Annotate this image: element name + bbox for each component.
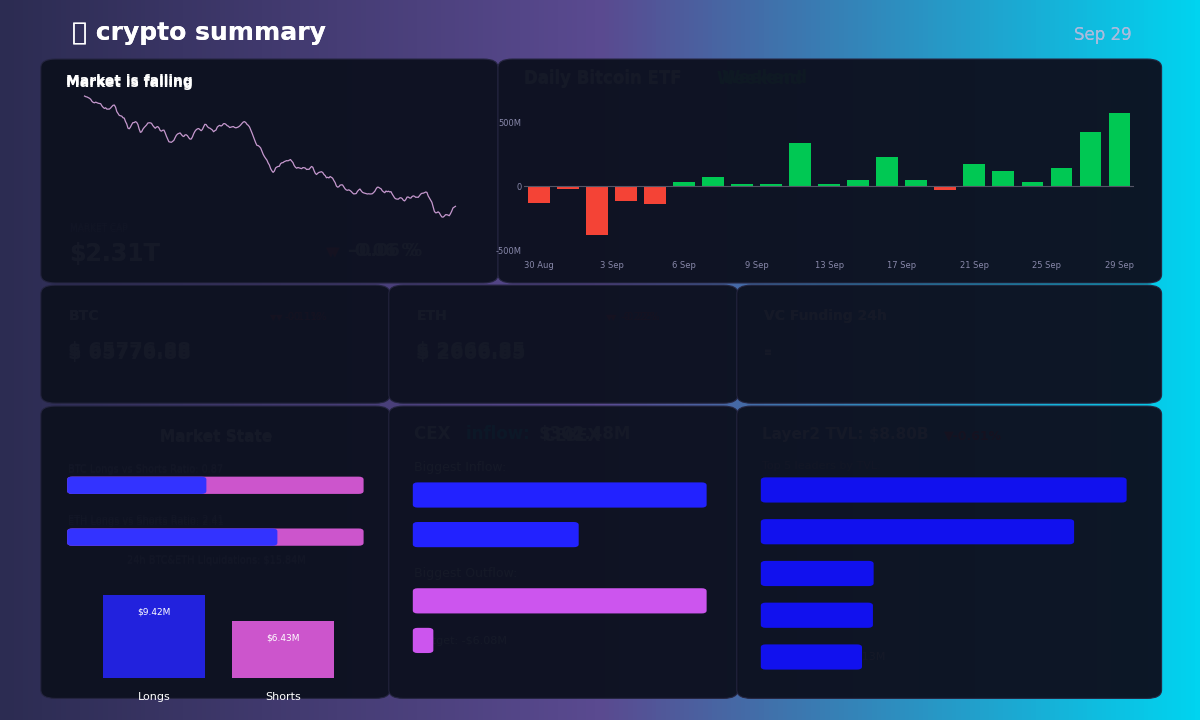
Bar xyxy=(702,177,724,186)
Bar xyxy=(992,171,1014,186)
Bar xyxy=(673,182,695,186)
Text: Daily Bitcoin ETF: Daily Bitcoin ETF xyxy=(524,69,688,87)
Text: MARKET CAP: MARKET CAP xyxy=(70,223,127,233)
Text: ETH Longs vs Shorts Ratio: 2.41: ETH Longs vs Shorts Ratio: 2.41 xyxy=(68,517,224,527)
Text: Market State: Market State xyxy=(160,430,272,445)
Text: Market is falling: Market is falling xyxy=(66,73,193,88)
Bar xyxy=(731,184,754,186)
Text: CEX: CEX xyxy=(542,427,586,445)
Text: $ 65776.88: $ 65776.88 xyxy=(68,344,191,364)
Text: $ 2666.85: $ 2666.85 xyxy=(416,341,526,360)
Text: Blast: $772.76M: Blast: $772.76M xyxy=(769,611,860,621)
Text: -0.06 %: -0.06 % xyxy=(352,242,421,260)
Text: Daily Bitcoin ETF: Daily Bitcoin ETF xyxy=(524,71,688,89)
Text: Top 5 leaders by TVL:: Top 5 leaders by TVL: xyxy=(762,462,881,472)
Text: Shorts: Shorts xyxy=(265,693,301,703)
Text: Optimism: $696.13M: Optimism: $696.13M xyxy=(769,652,886,662)
Text: Market is falling: Market is falling xyxy=(66,76,193,90)
Text: Weekend: Weekend xyxy=(716,71,803,89)
Text: -0.22%: -0.22% xyxy=(624,312,661,323)
Text: $ 65776.88: $ 65776.88 xyxy=(68,341,191,360)
Text: $2.31T: $2.31T xyxy=(70,242,161,266)
Bar xyxy=(761,184,782,186)
Bar xyxy=(644,186,666,204)
Bar xyxy=(876,157,898,186)
Text: ▼: ▼ xyxy=(276,312,282,322)
Text: -0.22%: -0.22% xyxy=(620,312,658,322)
Bar xyxy=(790,143,811,186)
Bar xyxy=(1080,132,1102,186)
Text: 24h BTC&ETH LIquidations: $15.84M: 24h BTC&ETH LIquidations: $15.84M xyxy=(127,557,305,567)
Text: ▼: ▼ xyxy=(330,246,340,258)
Text: VC Funding 24h: VC Funding 24h xyxy=(764,309,887,323)
Text: Biggest Inflow:: Biggest Inflow: xyxy=(414,461,506,474)
Bar xyxy=(1021,182,1043,186)
Text: $ 2666.85: $ 2666.85 xyxy=(416,344,526,364)
Text: Arbitrum: $2.56B: Arbitrum: $2.56B xyxy=(769,485,865,495)
Text: ETH: ETH xyxy=(416,310,448,323)
Text: 24h BTC&ETH LIquidations: $15.84M: 24h BTC&ETH LIquidations: $15.84M xyxy=(127,555,305,565)
Text: Longs: Longs xyxy=(138,693,170,703)
Bar xyxy=(818,184,840,186)
Text: ▼: ▼ xyxy=(610,313,616,323)
Text: ETH: ETH xyxy=(416,309,448,323)
Text: CEX: CEX xyxy=(414,426,456,444)
Bar xyxy=(557,186,578,189)
Text: $9.42M: $9.42M xyxy=(137,607,170,616)
Text: Market State: Market State xyxy=(160,428,272,444)
Text: ▼: ▼ xyxy=(270,313,276,323)
Text: Biggest Outflow:: Biggest Outflow: xyxy=(414,567,517,580)
Bar xyxy=(964,164,985,186)
Text: Sep 29: Sep 29 xyxy=(1074,26,1132,44)
Text: Scroll: $777.66M: Scroll: $777.66M xyxy=(769,569,863,579)
Bar xyxy=(1050,168,1073,186)
Text: Ⓢ crypto summary: Ⓢ crypto summary xyxy=(72,21,326,45)
Text: CEX: CEX xyxy=(564,427,606,445)
Bar xyxy=(906,180,928,186)
Bar xyxy=(1109,113,1130,186)
Text: Weekend: Weekend xyxy=(721,69,808,87)
Text: -: - xyxy=(764,341,773,360)
Text: ▼: ▼ xyxy=(326,246,336,258)
Text: -: - xyxy=(764,344,773,364)
Bar xyxy=(528,186,550,203)
Text: Bitget: -$6.08M: Bitget: -$6.08M xyxy=(421,636,508,646)
Text: ETH Longs vs Shorts Ratio: 2.41: ETH Longs vs Shorts Ratio: 2.41 xyxy=(68,516,224,526)
Text: Ⓢ crypto summary: Ⓢ crypto summary xyxy=(72,21,326,45)
Text: VC Funding 24h: VC Funding 24h xyxy=(764,310,887,323)
Text: Sep 29: Sep 29 xyxy=(1074,26,1132,44)
Text: $6.43M: $6.43M xyxy=(266,634,300,643)
Text: OKX: -$97.62M: OKX: -$97.62M xyxy=(421,596,504,606)
Bar xyxy=(847,180,869,186)
Text: Layer2 TVL: $8.80B: Layer2 TVL: $8.80B xyxy=(762,427,934,442)
Text: -0.11%: -0.11% xyxy=(290,312,328,322)
Text: ▼-0.61%: ▼-0.61% xyxy=(944,429,1002,442)
Text: BTC Longs vs Shorts Ratio: 0.87: BTC Longs vs Shorts Ratio: 0.87 xyxy=(68,464,223,474)
Bar xyxy=(586,186,608,235)
Text: -0.06 %: -0.06 % xyxy=(348,242,418,260)
Text: ▼: ▼ xyxy=(606,312,612,322)
Text: Base: $2.19B: Base: $2.19B xyxy=(769,527,842,537)
Text: $2.31T: $2.31T xyxy=(70,242,161,266)
Bar xyxy=(103,595,205,678)
Text: MARKET CAP: MARKET CAP xyxy=(70,225,127,234)
Text: Deribit: $97.63M: Deribit: $97.63M xyxy=(421,530,515,540)
Text: inflow:: inflow: xyxy=(466,426,535,444)
Text: BTC: BTC xyxy=(68,309,98,323)
Bar xyxy=(232,621,334,678)
Text: $302.48M: $302.48M xyxy=(539,426,631,444)
Bar xyxy=(616,186,637,202)
Text: HTX: $174.03M: HTX: $174.03M xyxy=(421,490,506,500)
Text: BTC Longs vs Shorts Ratio: 0.87: BTC Longs vs Shorts Ratio: 0.87 xyxy=(68,465,223,475)
Text: -0.11%: -0.11% xyxy=(284,312,322,323)
Text: BTC: BTC xyxy=(68,310,98,323)
Bar xyxy=(935,186,956,190)
